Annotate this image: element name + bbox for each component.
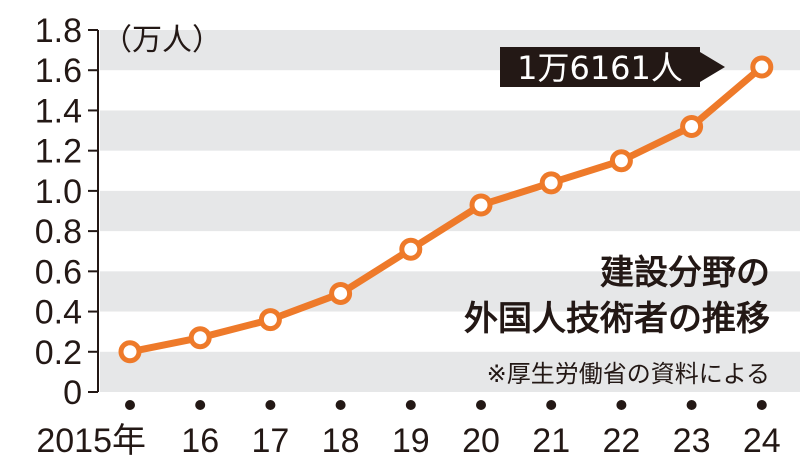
data-point xyxy=(399,237,423,261)
x-tick-dot xyxy=(125,400,135,410)
y-tick-label: 1.4 xyxy=(35,92,82,130)
x-tick-dot xyxy=(265,400,276,410)
grid-band xyxy=(100,271,800,312)
data-point xyxy=(258,308,282,332)
x-tick-label: 20 xyxy=(462,422,500,460)
data-point xyxy=(118,340,142,364)
grid-band xyxy=(100,351,800,392)
x-tick-label: 24 xyxy=(743,422,781,460)
y-tick-label: 1.8 xyxy=(35,12,82,50)
y-tick-label: 0 xyxy=(63,374,82,412)
series-line xyxy=(129,64,765,356)
unit-label: （万人） xyxy=(102,23,222,58)
x-tick-dot xyxy=(546,400,557,410)
data-point xyxy=(539,171,563,195)
y-tick-label: 0.2 xyxy=(35,334,82,372)
data-point xyxy=(750,55,774,79)
data-point xyxy=(609,149,633,173)
data-point xyxy=(188,326,212,350)
x-tick-dot xyxy=(616,400,627,410)
chart-title-line-2: 外国人技術者の推移 xyxy=(464,299,770,339)
x-tick-dot xyxy=(405,400,416,410)
y-tick-label: 0.6 xyxy=(35,253,82,291)
x-tick-dot xyxy=(195,400,206,410)
y-tick-label: 0.8 xyxy=(35,213,82,251)
annotation: 1万6161人 xyxy=(500,47,725,87)
data-point xyxy=(680,115,704,139)
y-tick-label: 0.4 xyxy=(35,294,82,332)
y-tick-label: 1.6 xyxy=(35,52,82,90)
x-tick-label: 22 xyxy=(602,422,640,460)
x-tick-dot xyxy=(756,400,767,410)
x-tick-dot xyxy=(335,400,346,410)
data-point xyxy=(469,193,493,217)
x-tick-label: 19 xyxy=(392,422,430,460)
data-point xyxy=(329,281,353,305)
annotation-label: 1万6161人 xyxy=(517,49,683,87)
x-tick-label: 21 xyxy=(532,422,570,460)
chart-title-line-1: 建設分野の xyxy=(600,253,770,293)
y-tick-label: 1.0 xyxy=(35,173,82,211)
x-tick-label: 17 xyxy=(251,422,289,460)
source-note: ※厚生労働省の資料による xyxy=(487,360,770,388)
x-tick-label: 23 xyxy=(673,422,711,460)
x-tick-label: 16 xyxy=(181,422,219,460)
x-tick-dot xyxy=(686,400,697,410)
x-tick-label: 2015年 xyxy=(36,422,146,460)
x-tick-label: 18 xyxy=(322,422,360,460)
x-tick-dot xyxy=(476,400,486,410)
y-tick-label: 1.2 xyxy=(35,133,82,171)
